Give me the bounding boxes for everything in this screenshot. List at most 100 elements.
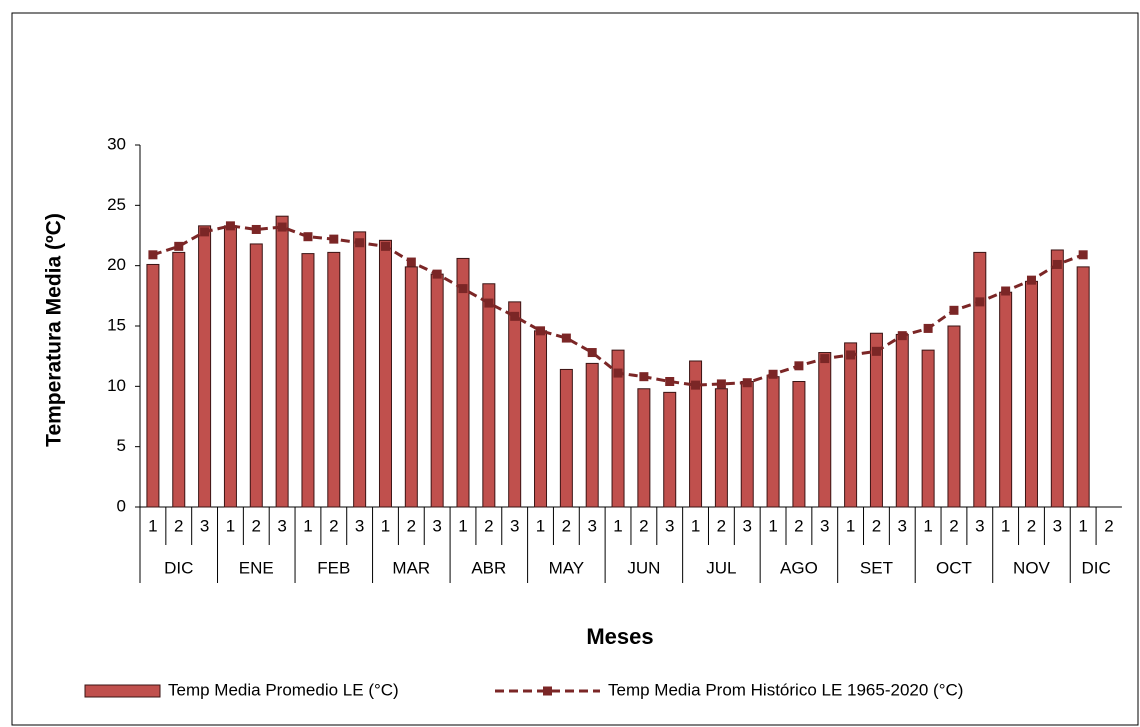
line-marker [406,257,416,267]
line-marker [432,269,442,279]
legend-label: Temp Media Promedio LE (°C) [168,680,399,699]
line-marker [458,284,468,294]
group-label: FEB [317,558,350,577]
group-label: MAR [392,558,430,577]
x-tick-label: 2 [639,516,648,535]
line-marker [200,227,210,237]
bar [378,239,392,508]
x-tick-label: 2 [872,516,881,535]
group-label: JUN [627,558,660,577]
bar [275,215,289,508]
x-tick-label: 3 [820,516,829,535]
bar [223,225,237,508]
y-tick-label: 10 [107,376,126,395]
bar [844,342,858,508]
bar [973,251,987,508]
bar [301,253,315,508]
bar [792,381,806,508]
y-tick-label: 5 [117,436,126,455]
bar [430,273,444,508]
bar [198,225,212,508]
y-tick-label: 30 [107,134,126,153]
x-tick-label: 1 [458,516,467,535]
line-marker [587,348,597,358]
line-marker [716,379,726,389]
x-tick-label: 1 [846,516,855,535]
bar [404,266,418,508]
x-tick-label: 3 [898,516,907,535]
line-marker [613,368,623,378]
legend-swatch [84,684,161,698]
x-tick-label: 3 [432,516,441,535]
x-tick-label: 2 [484,516,493,535]
line-marker [949,305,959,315]
y-tick-label: 15 [107,315,126,334]
bar [327,251,341,508]
bar [818,352,832,508]
y-tick-label: 0 [117,496,126,515]
x-tick-label: 3 [743,516,752,535]
bar [482,283,496,508]
line-marker [329,234,339,244]
x-tick-label: 2 [794,516,803,535]
bar [508,301,522,508]
x-tick-label: 1 [691,516,700,535]
x-tick-label: 2 [562,516,571,535]
bar [611,349,625,508]
x-tick-label: 2 [329,516,338,535]
bar [249,243,263,508]
bar [921,349,935,508]
x-tick-label: 3 [975,516,984,535]
bar [714,388,728,508]
line-marker [1052,259,1062,269]
group-label: NOV [1013,558,1051,577]
x-tick-label: 1 [1001,516,1010,535]
x-tick-label: 3 [277,516,286,535]
x-tick-label: 3 [355,516,364,535]
x-tick-label: 1 [613,516,622,535]
line-marker [871,346,881,356]
line-marker [174,241,184,251]
group-label: DIC [164,558,193,577]
bar [172,251,186,508]
line-marker [484,298,494,308]
x-tick-label: 3 [587,516,596,535]
x-tick-label: 1 [1078,516,1087,535]
line-marker [742,378,752,388]
x-tick-label: 1 [536,516,545,535]
x-tick-label: 3 [200,516,209,535]
line-marker [561,333,571,343]
line-marker [148,250,158,260]
x-tick-label: 1 [768,516,777,535]
line-marker [639,372,649,382]
bar [689,360,703,508]
line-marker [1078,250,1088,260]
line-marker [665,377,675,387]
group-label: JUL [706,558,736,577]
bar [1076,266,1090,508]
x-tick-label: 1 [381,516,390,535]
y-tick-label: 25 [107,195,126,214]
bar [999,291,1013,508]
bar [456,257,470,508]
line-marker [846,350,856,360]
x-tick-label: 2 [407,516,416,535]
x-tick-label: 2 [1104,516,1113,535]
bar [534,330,548,508]
y-tick-label: 20 [107,255,126,274]
line-marker [277,222,287,232]
line-marker [897,331,907,341]
line-marker [691,380,701,390]
bar [1050,249,1064,508]
group-label: MAY [549,558,585,577]
legend-label: Temp Media Prom Histórico LE 1965-2020 (… [608,680,963,699]
x-tick-label: 2 [717,516,726,535]
x-tick-label: 1 [923,516,932,535]
group-label: AGO [780,558,818,577]
line-marker [923,323,933,333]
bar [663,391,677,508]
group-label: ABR [471,558,506,577]
line-marker [303,232,313,242]
line-marker [251,224,261,234]
line-marker [536,326,546,336]
